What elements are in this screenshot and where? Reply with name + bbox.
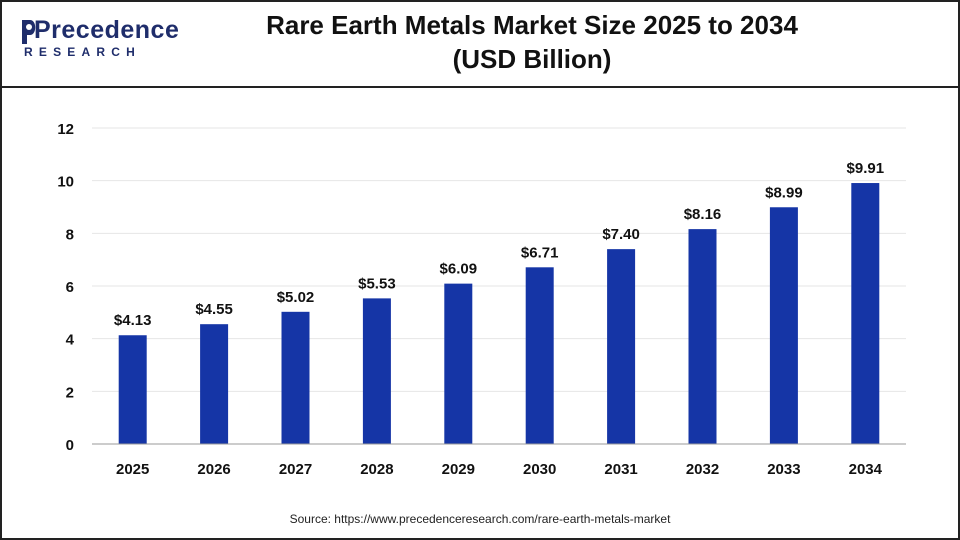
- x-tick-label: 2034: [849, 461, 883, 478]
- brand-logo: Precedence RESEARCH: [16, 14, 179, 64]
- x-tick-label: 2030: [523, 461, 556, 478]
- logo-subtitle: RESEARCH: [24, 45, 141, 59]
- data-label: $6.09: [440, 261, 478, 278]
- data-label: $9.91: [847, 160, 885, 177]
- y-tick-label: 6: [66, 279, 74, 296]
- bar-chart: 0 2 4 6 8 10 12 $4.13 2025 $4.55 2026 $5.02 2027 $5.5…: [57, 121, 906, 478]
- y-tick-label: 2: [66, 384, 74, 401]
- chart-title-line-1: Rare Earth Metals Market Size 2025 to 20…: [266, 10, 798, 40]
- chart-title: Rare Earth Metals Market Size 2025 to 20…: [222, 8, 842, 76]
- y-tick-label: 0: [66, 437, 74, 454]
- data-label: $4.55: [195, 301, 233, 318]
- bar: [851, 183, 880, 444]
- data-label: $4.13: [114, 312, 152, 329]
- data-label: $8.16: [684, 206, 722, 223]
- data-label: $5.02: [277, 289, 315, 306]
- logo-word: Precedence: [34, 16, 180, 44]
- bar: [200, 324, 229, 444]
- data-label: $8.99: [765, 184, 803, 201]
- bar: [525, 267, 554, 444]
- y-tick-label: 4: [66, 332, 75, 349]
- x-tick-label: 2031: [604, 461, 637, 478]
- y-tick-label: 8: [66, 226, 74, 243]
- data-label: $7.40: [602, 226, 640, 243]
- bar: [362, 298, 391, 444]
- source-note: Source: https://www.precedenceresearch.c…: [289, 512, 671, 526]
- header: Precedence RESEARCH Rare Earth Metals Ma…: [2, 2, 958, 88]
- bar: [607, 249, 636, 444]
- x-tick-label: 2033: [767, 461, 800, 478]
- data-label: $6.71: [521, 244, 559, 261]
- bar: [769, 207, 798, 444]
- x-tick-label: 2029: [442, 461, 475, 478]
- x-tick-label: 2027: [279, 461, 312, 478]
- x-tick-label: 2026: [197, 461, 230, 478]
- bar: [281, 311, 310, 444]
- x-tick-label: 2032: [686, 461, 719, 478]
- bar: [688, 229, 717, 444]
- chart-title-line-2: (USD Billion): [452, 44, 612, 74]
- y-tick-label: 12: [57, 121, 74, 138]
- y-tick-label: 10: [57, 174, 74, 191]
- x-tick-label: 2028: [360, 461, 393, 478]
- logo-mark-icon: [22, 20, 36, 44]
- data-label: $5.53: [358, 275, 396, 292]
- x-tick-label: 2025: [116, 461, 149, 478]
- bar: [444, 283, 473, 444]
- bar: [118, 335, 147, 444]
